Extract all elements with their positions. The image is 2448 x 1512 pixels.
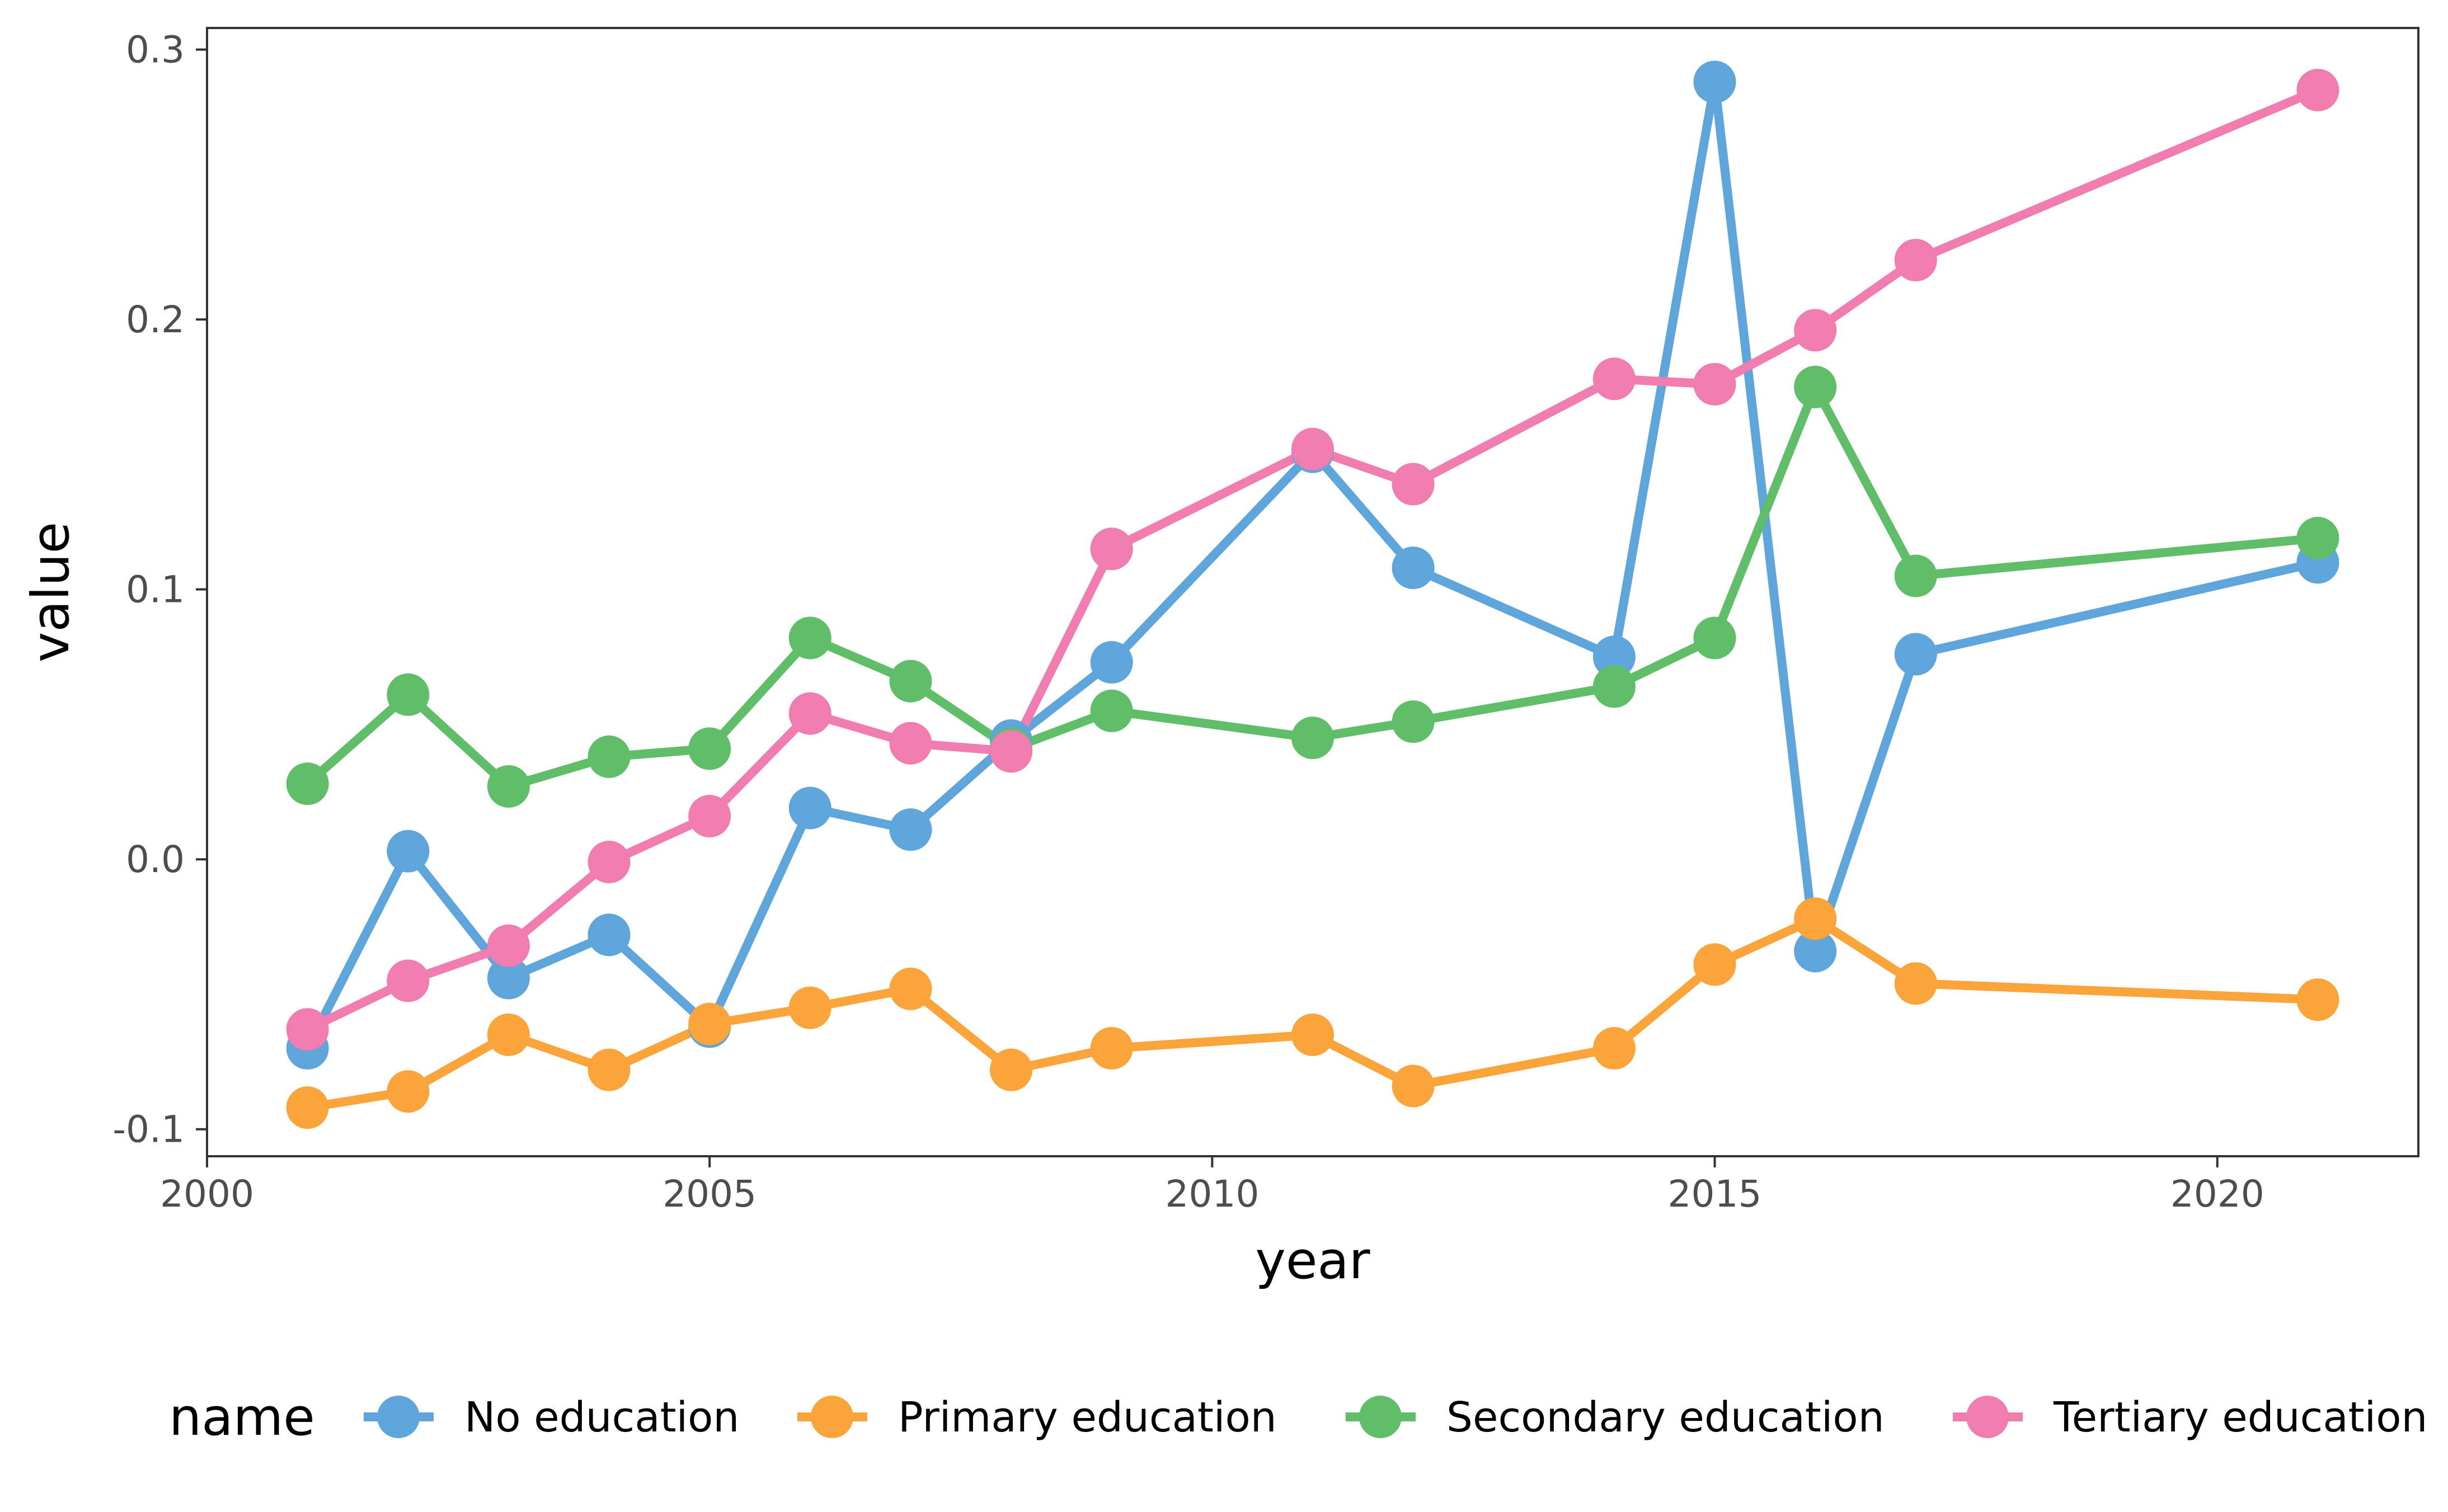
data-point-primary-education [990, 1048, 1033, 1091]
data-point-primary-education [1090, 1027, 1133, 1070]
y-tick-label: 0.0 [126, 838, 185, 881]
data-point-primary-education [1592, 1027, 1636, 1070]
data-point-no-education [1090, 641, 1133, 684]
data-point-tertiary-education [1794, 309, 1837, 352]
legend-label: Secondary education [1446, 1393, 1885, 1442]
data-point-secondary-education [2296, 517, 2339, 559]
data-point-secondary-education [1291, 717, 1334, 760]
data-point-tertiary-education [1894, 239, 1937, 281]
data-point-tertiary-education [588, 841, 631, 883]
data-point-no-education [1794, 930, 1837, 973]
data-point-primary-education [2296, 978, 2339, 1021]
data-point-secondary-education [1392, 700, 1435, 743]
plot-area [286, 60, 2339, 1129]
data-point-tertiary-education [1392, 463, 1435, 506]
data-point-no-education [487, 957, 530, 1000]
data-point-no-education [1392, 547, 1435, 590]
data-point-secondary-education [889, 660, 932, 703]
data-point-primary-education [1392, 1064, 1435, 1108]
data-point-tertiary-education [990, 730, 1033, 773]
data-point-primary-education [688, 1002, 731, 1045]
data-point-tertiary-education [1090, 527, 1133, 571]
data-point-tertiary-education [1291, 427, 1334, 470]
y-axis-title: value [21, 522, 81, 662]
legend-key-point [1966, 1396, 2009, 1438]
data-point-tertiary-education [487, 924, 530, 967]
x-tick-label: 2000 [160, 1172, 254, 1216]
data-point-secondary-education [1894, 554, 1937, 597]
data-point-primary-education [1894, 962, 1937, 1005]
x-tick-label: 2015 [1668, 1172, 1762, 1216]
data-point-no-education [889, 808, 932, 851]
x-tick-label: 2020 [2170, 1172, 2264, 1216]
legend-label: Primary education [898, 1393, 1277, 1442]
data-point-primary-education [387, 1070, 430, 1113]
data-point-primary-education [286, 1086, 329, 1129]
y-tick-label: 0.2 [126, 298, 185, 341]
data-point-secondary-education [788, 616, 831, 660]
legend-title: name [169, 1387, 315, 1447]
series-line-secondary-education [304, 382, 2319, 791]
data-point-tertiary-education [889, 722, 932, 765]
data-point-no-education [1894, 633, 1937, 676]
data-point-tertiary-education [688, 795, 731, 837]
data-point-primary-education [889, 967, 932, 1010]
data-point-no-education [1592, 635, 1636, 679]
data-point-primary-education [788, 986, 831, 1029]
y-axis: -0.1 0.0 0.1 0.2 0.3 [112, 29, 207, 1151]
data-point-secondary-education [487, 765, 530, 808]
data-point-tertiary-education [788, 692, 831, 735]
x-axis-title: year [1255, 1231, 1370, 1290]
y-tick-label: -0.1 [112, 1108, 185, 1151]
data-point-secondary-education [286, 762, 329, 806]
data-point-no-education [1693, 60, 1736, 103]
data-point-no-education [387, 830, 430, 873]
legend: name No education Primary education Second… [169, 1387, 2427, 1447]
y-tick-label: 0.1 [126, 568, 185, 611]
data-point-no-education [588, 913, 631, 957]
data-point-tertiary-education [286, 1008, 329, 1051]
data-point-secondary-education [688, 727, 731, 770]
data-point-primary-education [588, 1048, 631, 1091]
data-point-tertiary-education [1693, 362, 1736, 406]
legend-key-point [811, 1396, 853, 1438]
legend-label: No education [464, 1393, 739, 1442]
x-tick-label: 2010 [1165, 1172, 1259, 1216]
data-point-primary-education [1693, 943, 1736, 986]
series-line-tertiary-education [306, 86, 2320, 1034]
data-point-secondary-education [1693, 616, 1736, 660]
data-point-tertiary-education [387, 959, 430, 1002]
y-tick-label: 0.3 [126, 29, 185, 72]
x-axis: 2000 2005 2010 2015 2020 [160, 1156, 2264, 1216]
legend-key-point [377, 1396, 420, 1438]
panel-border [206, 27, 2419, 1157]
legend-key-point [1359, 1396, 1402, 1438]
data-point-secondary-education [588, 735, 631, 778]
data-point-secondary-education [1090, 689, 1133, 732]
data-point-primary-education [1291, 1013, 1334, 1056]
data-point-secondary-education [1592, 665, 1636, 708]
data-point-primary-education [487, 1013, 530, 1056]
legend-label: Tertiary education [2053, 1393, 2427, 1442]
data-point-no-education [788, 786, 831, 830]
data-point-tertiary-education [1592, 357, 1636, 401]
data-point-secondary-education [1794, 365, 1837, 408]
series-line-primary-education [307, 914, 2318, 1112]
x-tick-label: 2005 [662, 1172, 757, 1216]
data-point-primary-education [1794, 897, 1837, 940]
data-point-tertiary-education [2296, 69, 2339, 111]
data-point-secondary-education [387, 673, 430, 716]
